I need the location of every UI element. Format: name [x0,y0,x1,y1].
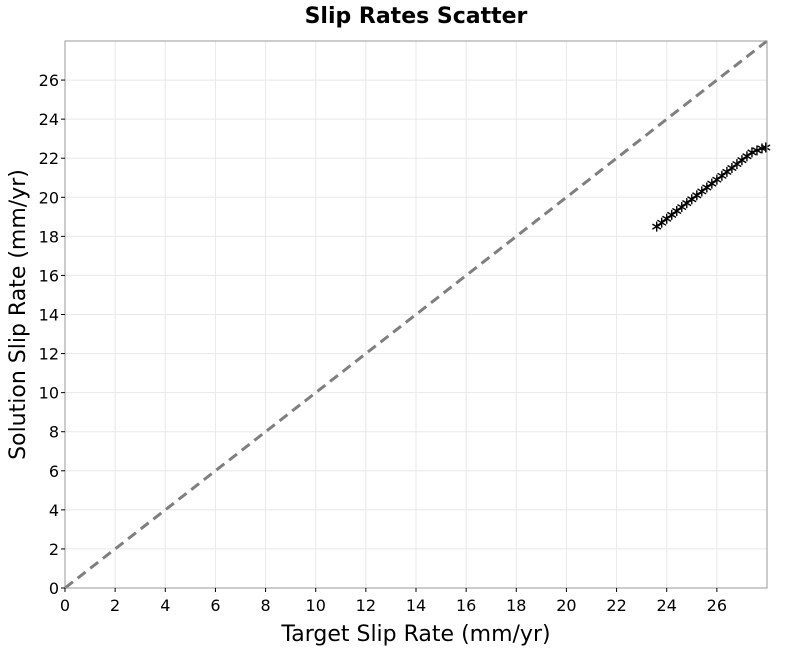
data-point [747,147,757,158]
data-point [667,209,677,220]
chart-title: Slip Rates Scatter [305,4,528,29]
data-point [717,170,727,181]
data-point [707,178,717,189]
x-tick-label: 12 [356,596,376,615]
data-point [672,205,682,216]
reference-line-layer [64,39,768,590]
x-tick-label: 18 [506,596,526,615]
data-point [722,166,732,177]
data-point [697,186,707,197]
y-tick-label: 6 [49,462,59,481]
data-point [761,142,771,153]
data-point [742,151,752,162]
data-point [752,145,762,156]
y-tick-label: 24 [39,110,59,129]
x-tick-label: 10 [306,596,326,615]
y-tick-label: 4 [49,501,59,520]
y-tick-label: 2 [49,540,59,559]
x-tick-label: 20 [556,596,576,615]
reference-line [64,39,768,590]
x-tick-label: 0 [60,596,70,615]
y-tick-label: 20 [39,188,59,207]
data-point [652,221,662,232]
data-point [662,213,672,224]
y-tick-label: 8 [49,423,59,442]
data-point [677,202,687,213]
data-point [682,198,692,209]
y-tick-label: 18 [39,227,59,246]
y-axis-label: Solution Slip Rate (mm/yr) [6,169,31,460]
x-ticks: 0 2 4 6 8 10 12 14 16 18 20 22 24 26 [60,588,727,615]
x-tick-label: 22 [606,596,626,615]
y-tick-label: 10 [39,384,59,403]
data-point [687,194,697,205]
x-tick-label: 4 [160,596,170,615]
y-tick-label: 0 [49,579,59,598]
data-point [702,182,712,193]
points-layer [652,142,771,232]
y-tick-label: 16 [39,266,59,285]
grid-layer [64,41,767,589]
x-axis-label: Target Slip Rate (mm/yr) [280,622,550,647]
y-tick-label: 12 [39,345,59,364]
x-tick-label: 8 [260,596,270,615]
y-tick-label: 26 [39,71,59,90]
x-tick-label: 24 [657,596,677,615]
data-point [737,155,747,166]
data-point [712,174,722,185]
data-point [657,217,667,228]
data-point [727,162,737,173]
x-tick-label: 6 [210,596,220,615]
y-tick-label: 14 [39,306,59,325]
x-tick-label: 2 [110,596,120,615]
y-tick-label: 22 [39,149,59,168]
x-tick-label: 14 [406,596,426,615]
data-point [692,190,702,201]
x-tick-label: 16 [456,596,476,615]
x-tick-label: 26 [707,596,727,615]
data-point [732,159,742,170]
